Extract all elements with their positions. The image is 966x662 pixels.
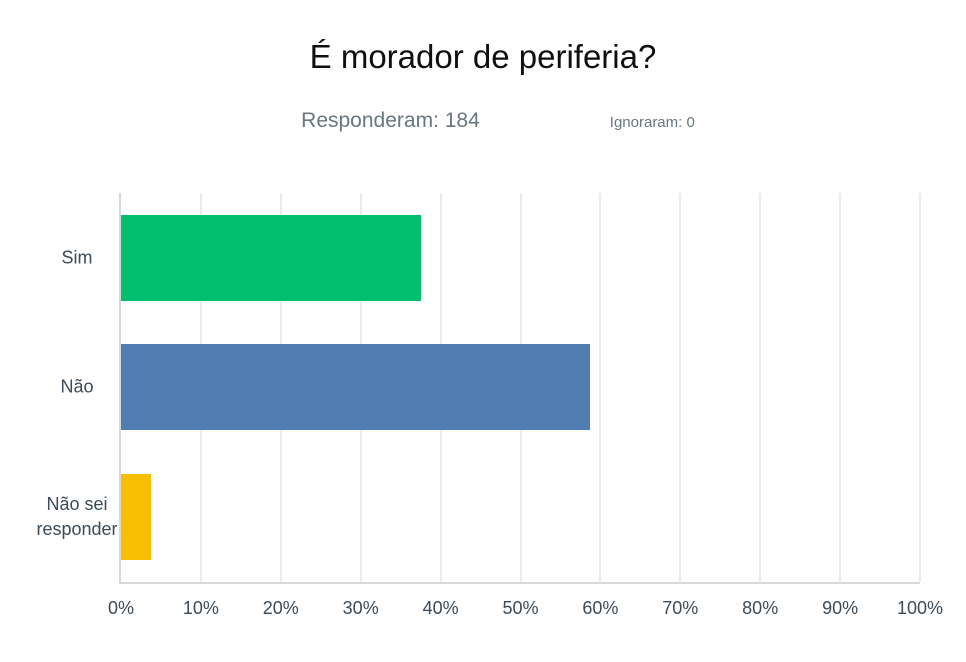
x-axis-tick-label: 30% [342, 598, 379, 618]
gridline [839, 193, 842, 582]
category-label-sim: Sim [61, 247, 93, 268]
x-axis-tick-label: 0% [107, 598, 135, 618]
bar-row: Não sei responder [36, 452, 920, 582]
ignored-count: Ignoraram: 0 [609, 114, 695, 131]
responded-count: Responderam: 184 [301, 109, 480, 132]
chart-title: É morador de periferia? [309, 38, 657, 75]
gridline [759, 193, 762, 582]
gridline [919, 193, 921, 582]
x-axis-tick-label: 50% [502, 598, 539, 618]
bar-row: Não [60, 323, 920, 453]
bar-sim [121, 214, 421, 301]
x-axis-tick-label: 100% [896, 598, 944, 618]
x-axis-tick-label: 20% [262, 598, 299, 618]
x-axis-tick-label: 70% [662, 598, 699, 618]
chart-subtitle: Responderam: 184 Ignoraram: 0 [15, 109, 966, 133]
category-label-nao: Não [60, 376, 94, 397]
category-label-nao-sei-responder: Não sei responder [36, 493, 118, 540]
x-axis-tick-label: 80% [742, 598, 779, 618]
plot-area: 0% 10% 20% 30% 40% 50% 60% 70% 80% 90% 100% Sim Não N… [36, 193, 943, 617]
x-axis-tick-label: 60% [582, 598, 619, 618]
bar-nao [121, 344, 590, 431]
x-axis-tick-label: 10% [182, 598, 219, 618]
bar-nao-sei-responder [121, 474, 152, 561]
x-axis-tick-label: 90% [822, 598, 859, 618]
gridline [679, 193, 682, 582]
gridline [599, 193, 602, 582]
bar-row: Sim [62, 193, 920, 323]
x-axis-tick-label: 40% [422, 598, 459, 618]
